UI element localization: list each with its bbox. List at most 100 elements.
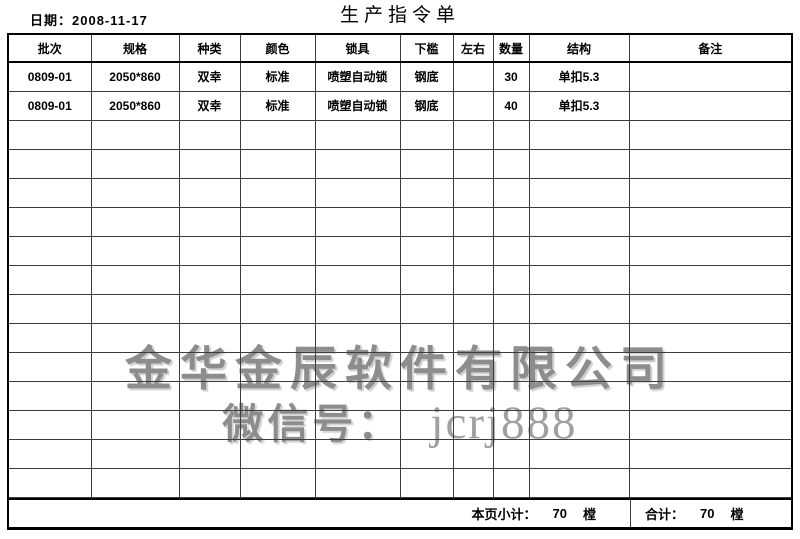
table-cell bbox=[399, 467, 454, 498]
table-row bbox=[9, 293, 791, 324]
table-cell bbox=[452, 177, 494, 208]
table-cell bbox=[528, 235, 630, 266]
table-row: 0809-01 2050*860 双幸 标准 喷塑自动锁 钢底 40 单扣5.3 bbox=[9, 90, 791, 121]
table-cell bbox=[314, 177, 401, 208]
table-cell bbox=[399, 438, 454, 469]
table-cell bbox=[528, 293, 630, 324]
table-cell bbox=[628, 467, 791, 498]
table-cell: 2050*860 bbox=[90, 90, 180, 121]
table-cell bbox=[239, 322, 316, 353]
table-cell bbox=[399, 177, 454, 208]
table-row bbox=[9, 438, 791, 469]
table-cell bbox=[9, 293, 92, 324]
table-cell: 标准 bbox=[239, 61, 316, 92]
table-cell bbox=[9, 264, 92, 295]
table-cell bbox=[178, 293, 241, 324]
table-cell bbox=[239, 409, 316, 440]
table-cell bbox=[452, 351, 494, 382]
page-subtotal-label: 本页小计： bbox=[471, 506, 537, 522]
column-header: 种类 bbox=[178, 35, 241, 63]
table-cell bbox=[90, 322, 180, 353]
table-cell bbox=[528, 409, 630, 440]
table-cell bbox=[9, 177, 92, 208]
table-cell bbox=[314, 351, 401, 382]
table-cell bbox=[314, 206, 401, 237]
table-cell bbox=[239, 148, 316, 179]
table-row bbox=[9, 206, 791, 237]
table-cell bbox=[9, 380, 92, 411]
table-cell bbox=[9, 206, 92, 237]
summary-row: 本页小计： 70 樘 合计： 70 樘 bbox=[9, 497, 791, 527]
table-cell bbox=[90, 148, 180, 179]
table-cell bbox=[628, 206, 791, 237]
table-cell bbox=[178, 119, 241, 150]
table-cell bbox=[239, 380, 316, 411]
table-cell bbox=[628, 409, 791, 440]
table-cell: 标准 bbox=[239, 90, 316, 121]
table-row bbox=[9, 467, 791, 498]
table-cell bbox=[90, 438, 180, 469]
grand-total-value: 70 bbox=[700, 505, 715, 521]
table-cell bbox=[452, 293, 494, 324]
table-cell bbox=[452, 235, 494, 266]
table-cell bbox=[452, 148, 494, 179]
table-row bbox=[9, 351, 791, 382]
column-header: 规格 bbox=[90, 35, 180, 63]
table-cell bbox=[9, 438, 92, 469]
table-cell: 喷塑自动锁 bbox=[314, 90, 401, 121]
production-order-table: 批次 规格 种类 颜色 锁具 下槛 左右 数量 结构 备注 0809-01 2050*860 双幸 标准… bbox=[7, 33, 793, 530]
table-cell bbox=[239, 264, 316, 295]
page-subtotal-value: 70 bbox=[552, 505, 567, 521]
table-cell bbox=[90, 351, 180, 382]
table-header-row: 批次 规格 种类 颜色 锁具 下槛 左右 数量 结构 备注 bbox=[9, 35, 791, 63]
table-cell bbox=[399, 235, 454, 266]
table-cell bbox=[90, 264, 180, 295]
table-cell bbox=[314, 264, 401, 295]
table-cell bbox=[9, 322, 92, 353]
table-cell bbox=[528, 322, 630, 353]
column-header: 备注 bbox=[628, 35, 791, 63]
table-cell bbox=[314, 119, 401, 150]
table-cell bbox=[492, 380, 530, 411]
table-row bbox=[9, 322, 791, 353]
table-cell bbox=[399, 148, 454, 179]
table-row bbox=[9, 264, 791, 295]
table-cell bbox=[239, 293, 316, 324]
table-cell bbox=[314, 380, 401, 411]
column-header: 下槛 bbox=[399, 35, 454, 63]
table-cell bbox=[452, 438, 494, 469]
table-cell bbox=[178, 148, 241, 179]
table-cell: 钢底 bbox=[399, 90, 454, 121]
table-cell bbox=[528, 148, 630, 179]
table-cell bbox=[492, 235, 530, 266]
table-cell bbox=[399, 409, 454, 440]
table-cell: 钢底 bbox=[399, 61, 454, 92]
table-cell bbox=[452, 322, 494, 353]
table-cell bbox=[528, 177, 630, 208]
table-cell bbox=[9, 235, 92, 266]
table-cell bbox=[628, 351, 791, 382]
table-cell bbox=[314, 409, 401, 440]
table-cell: 双幸 bbox=[178, 61, 241, 92]
table-cell bbox=[628, 177, 791, 208]
table-row bbox=[9, 148, 791, 179]
column-header: 锁具 bbox=[314, 35, 401, 63]
table-cell bbox=[492, 409, 530, 440]
table-cell bbox=[90, 235, 180, 266]
table-cell bbox=[492, 322, 530, 353]
table-cell: 2050*860 bbox=[90, 61, 180, 92]
page-subtotal-unit: 樘 bbox=[582, 506, 596, 522]
table-cell bbox=[314, 438, 401, 469]
table-cell bbox=[628, 264, 791, 295]
table-cell bbox=[452, 380, 494, 411]
table-cell bbox=[628, 90, 791, 121]
table-cell bbox=[178, 380, 241, 411]
table-cell bbox=[628, 293, 791, 324]
table-cell bbox=[452, 90, 494, 121]
table-cell bbox=[452, 467, 494, 498]
table-cell bbox=[628, 322, 791, 353]
table-cell bbox=[9, 119, 92, 150]
table-cell bbox=[399, 380, 454, 411]
table-cell: 0809-01 bbox=[9, 90, 92, 121]
